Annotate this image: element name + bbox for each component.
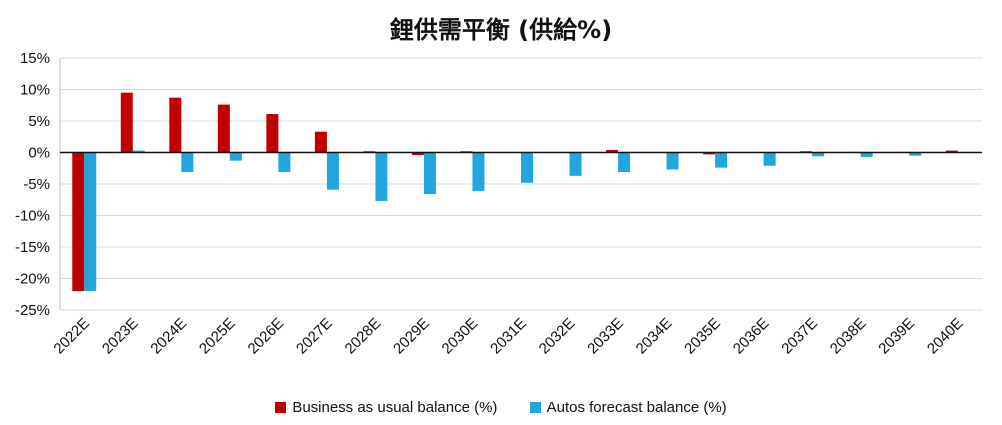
x-tick-label: 2039E: [875, 315, 918, 358]
bar-business-as-usual-2023E: [120, 92, 133, 153]
x-tick-label: 2035E: [681, 315, 724, 358]
bar-business-as-usual-2024E: [169, 97, 182, 153]
bar-business-as-usual-2027E: [314, 131, 327, 153]
legend-label-autos-forecast: Autos forecast balance (%): [546, 399, 727, 416]
bar-autos-forecast-2035E: [715, 152, 728, 168]
x-tick-label: 2022E: [50, 315, 93, 358]
y-tick-label: -20%: [15, 271, 50, 288]
y-tick-label: 10%: [20, 82, 50, 99]
bar-business-as-usual-2040E: [945, 150, 958, 153]
x-tick-label: 2031E: [487, 315, 530, 358]
x-tick-label: 2036E: [730, 315, 773, 358]
bar-autos-forecast-2027E: [326, 152, 339, 190]
bar-autos-forecast-2038E: [860, 152, 873, 157]
x-tick-label: 2030E: [439, 315, 482, 358]
x-tick-label: 2034E: [633, 315, 676, 358]
y-tick-label: 0%: [28, 145, 50, 162]
bar-autos-forecast-2039E: [909, 152, 922, 156]
x-tick-label: 2037E: [778, 315, 821, 358]
bar-business-as-usual-2026E: [266, 114, 279, 153]
y-tick-label: -10%: [15, 208, 50, 225]
bar-business-as-usual-2035E: [703, 152, 716, 155]
bar-autos-forecast-2036E: [763, 152, 776, 166]
bar-autos-forecast-2032E: [569, 152, 582, 176]
bar-autos-forecast-2031E: [521, 152, 533, 183]
bar-autos-forecast-2024E: [181, 152, 194, 173]
bar-chart: -25%-20%-15%-10%-5%0%5%10%15%2022E 2023E 2…: [15, 50, 982, 358]
legend-label-business-as-usual: Business as usual balance (%): [292, 399, 498, 416]
bar-autos-forecast-2026E: [278, 152, 291, 173]
y-tick-label: -5%: [23, 176, 50, 193]
bar-business-as-usual-2022E: [72, 152, 85, 292]
x-tick-label: 2023E: [99, 315, 142, 358]
legend-item-autos-forecast: Autos forecast balance (%): [529, 399, 727, 416]
y-tick-label: 15%: [20, 50, 50, 67]
bar-business-as-usual-2033E: [606, 149, 619, 153]
x-tick-label: 2027E: [293, 315, 336, 358]
x-tick-label: 2024E: [147, 315, 190, 358]
bar-autos-forecast-2023E: [132, 150, 145, 153]
bar-autos-forecast-2033E: [618, 152, 631, 173]
legend-item-business-as-usual: Business as usual balance (%): [275, 399, 497, 416]
x-tick-label: 2025E: [196, 315, 239, 358]
bar-autos-forecast-2029E: [423, 152, 436, 195]
legend-swatch-autos-forecast: [529, 402, 541, 413]
y-tick-label: 5%: [28, 113, 50, 130]
bar-autos-forecast-2028E: [375, 152, 388, 202]
x-tick-label: 2028E: [342, 315, 385, 358]
chart-title: 鋰供需平衡 (供給%): [389, 16, 613, 44]
y-tick-label: -15%: [15, 239, 50, 256]
x-tick-label: 2029E: [390, 315, 433, 358]
bar-business-as-usual-2025E: [217, 104, 230, 153]
bar-autos-forecast-2030E: [472, 152, 485, 191]
x-tick-label: 2026E: [245, 315, 288, 358]
chart-legend: Business as usual balance (%) Autos fore…: [0, 399, 1002, 417]
x-tick-label: 2032E: [536, 315, 579, 358]
bar-autos-forecast-2034E: [666, 152, 679, 170]
bar-autos-forecast-2022E: [84, 152, 97, 292]
x-tick-label: 2040E: [924, 315, 967, 358]
x-tick-label: 2033E: [584, 315, 627, 358]
legend-swatch-business-as-usual: [275, 402, 287, 413]
bar-business-as-usual-2029E: [411, 152, 424, 156]
bar-autos-forecast-2037E: [812, 152, 825, 157]
x-tick-label: 2038E: [827, 315, 870, 358]
bar-autos-forecast-2025E: [229, 152, 242, 161]
y-tick-label: -25%: [15, 302, 50, 319]
